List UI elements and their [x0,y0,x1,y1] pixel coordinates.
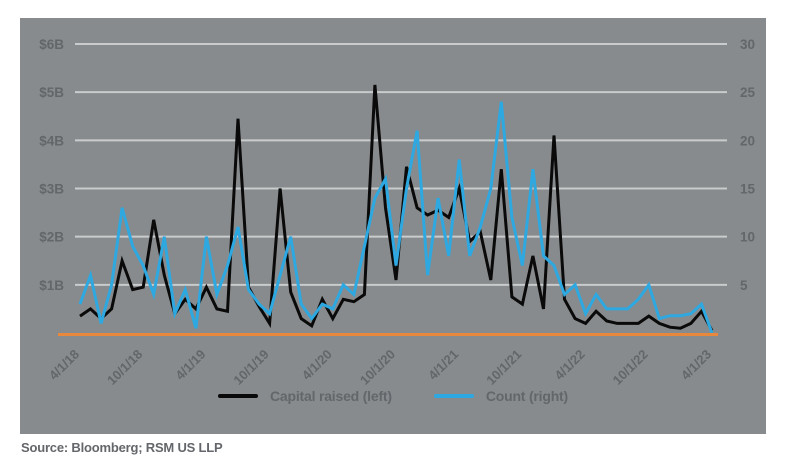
capital-raised-line [79,84,714,332]
y-axis-left-tick-label: $6B [39,37,64,52]
y-axis-right-tick-label: 25 [740,85,756,100]
y-axis-right-tick-label: 15 [740,182,756,197]
x-axis-tick-label: 10/1/21 [483,347,524,388]
x-axis-tick-label: 4/1/19 [172,347,208,383]
x-axis-tick-label: 4/1/20 [299,347,335,383]
x-axis-tick-label: 4/1/23 [678,347,714,383]
chart-canvas: $6B 30 $5B 25 $4B 20 $3B 15 $2B 10 $1B 5 4/1/18 10/1/… [39,37,756,388]
source-note: Source: Bloomberg; RSM US LLP [21,440,223,455]
y-axis-right-tick-label: 30 [740,37,755,52]
y-axis-left-tick-label: $3B [39,182,64,197]
y-axis-left-tick-label: $2B [39,230,64,245]
y-axis-right-tick-label: 20 [740,133,755,148]
count-line [78,101,714,334]
legend-label: Capital raised (left) [270,388,392,404]
legend-label: Count (right) [485,388,568,404]
y-axis-left-tick-label: $4B [39,133,64,148]
legend-item-count: Count (right) [433,388,568,404]
y-axis-left-tick-label: $5B [39,85,64,100]
x-axis-tick-label: 10/1/20 [357,347,398,388]
chart-legend: Capital raised (left) Count (right) [20,388,766,404]
y-axis-right-tick-label: 5 [740,278,748,293]
x-axis-tick-label: 10/1/18 [104,347,145,388]
x-axis-tick-label: 10/1/22 [610,347,651,388]
y-axis-right-tick-label: 10 [740,230,755,245]
x-axis-tick-label: 4/1/21 [425,347,461,383]
x-axis-tick-label: 4/1/22 [552,347,588,383]
chart-panel: $6B 30 $5B 25 $4B 20 $3B 15 $2B 10 $1B 5 4/1/18 10/1/… [20,18,766,434]
y-axis-left-tick-label: $1B [39,278,64,293]
count-line-swatch-icon [433,394,474,398]
legend-item-capital-raised: Capital raised (left) [218,388,392,404]
capital-raised-line-swatch-icon [218,394,258,398]
x-axis-tick-label: 10/1/19 [230,347,271,388]
x-axis-tick-label: 4/1/18 [46,347,82,383]
